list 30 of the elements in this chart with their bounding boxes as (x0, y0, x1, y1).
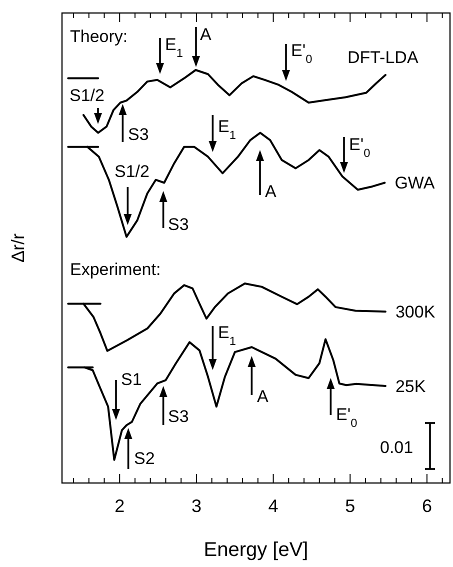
annotation: E$_{1}$ (218, 323, 236, 348)
series-label: GWA (394, 174, 436, 193)
annotation: Experiment: (70, 260, 161, 279)
annotation: S1 (121, 370, 142, 389)
annotation: E'$_{0}$ (349, 135, 371, 160)
x-tick-label: 3 (191, 496, 202, 516)
annotation: E$_{1}$ (218, 117, 236, 142)
x-axis-title: Energy [eV] (204, 539, 308, 561)
text: Theory: (70, 27, 128, 46)
annotation: E'$_{0}$ (336, 405, 358, 430)
x-tick-label: 4 (268, 496, 278, 516)
series-label: 25K (395, 376, 426, 396)
x-tick-label: 2 (114, 496, 125, 516)
text: E$_{1}$ (165, 35, 184, 60)
annotation: S3 (128, 125, 149, 144)
annotation: S1/2 (114, 162, 150, 181)
annotation: S1/2 (70, 86, 104, 105)
series-label: 300K (395, 302, 436, 322)
annotation: S3 (168, 215, 189, 234)
annotation: S2 (134, 449, 155, 468)
text: A (200, 25, 212, 44)
series-label: DFT-LDA (347, 48, 419, 67)
y-axis-title: Δr/r (8, 233, 28, 263)
x-tick-label: 6 (422, 496, 432, 516)
annotation: 0.01 (380, 438, 414, 457)
x-tick-label: 5 (345, 496, 356, 516)
annotation: S3 (168, 407, 189, 426)
annotation: A (265, 182, 277, 201)
annotation: A (257, 387, 269, 406)
text: E'$_{0}$ (291, 41, 313, 66)
